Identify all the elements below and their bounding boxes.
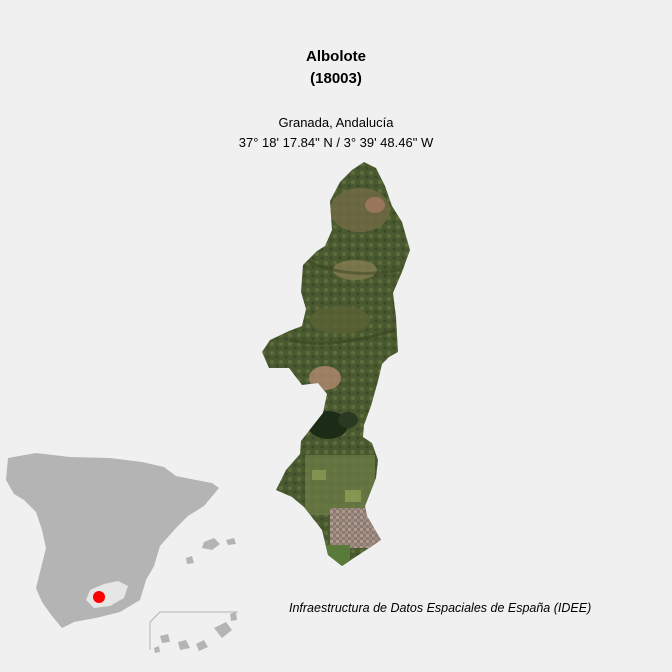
municipality-title: Albolote <box>306 48 366 65</box>
canary-islands <box>154 612 237 653</box>
coordinates-label: 37° 18' 17.84" N / 3° 39' 48.46" W <box>238 135 434 150</box>
spain-mainland <box>6 453 219 628</box>
location-marker-icon <box>93 591 105 603</box>
spain-locator-map <box>6 453 238 653</box>
canary-inset-border <box>149 611 238 650</box>
municipality-code: (18003) <box>310 70 362 87</box>
balearic-islands <box>186 538 236 564</box>
region-label: Granada, Andalucía <box>278 115 394 130</box>
source-credit: Infraestructura de Datos Espaciales de E… <box>289 601 592 615</box>
